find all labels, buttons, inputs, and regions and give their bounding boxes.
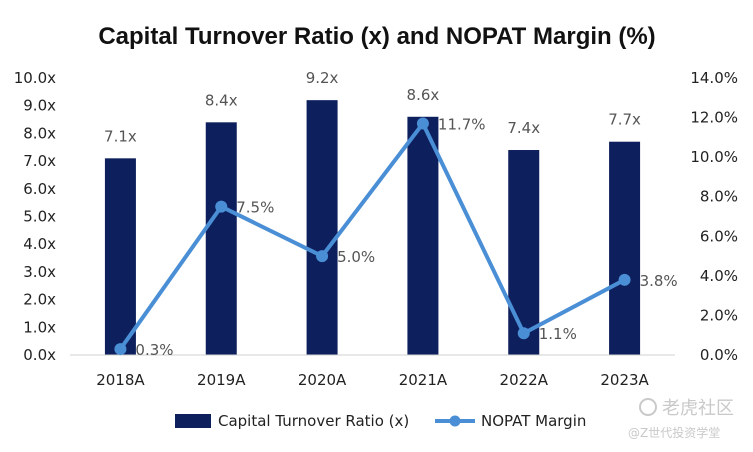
legend-swatch-bar bbox=[175, 414, 211, 428]
line-data-label: 0.3% bbox=[135, 341, 173, 359]
x-axis-tick-label: 2018A bbox=[96, 371, 145, 389]
line-data-label: 5.0% bbox=[337, 248, 375, 266]
bar-data-label: 7.7x bbox=[608, 111, 641, 129]
x-axis-tick-label: 2021A bbox=[399, 371, 448, 389]
chart-title: Capital Turnover Ratio (x) and NOPAT Mar… bbox=[98, 23, 655, 50]
bar bbox=[104, 158, 136, 355]
right-axis-tick-label: 12.0% bbox=[690, 109, 738, 127]
left-axis-tick-label: 2.0x bbox=[23, 291, 56, 309]
left-axis-tick-label: 8.0x bbox=[23, 124, 56, 142]
x-axis-tick-label: 2019A bbox=[197, 371, 246, 389]
bar-data-label: 8.4x bbox=[205, 91, 238, 109]
x-axis-tick-label: 2022A bbox=[500, 371, 549, 389]
legend-label-bar: Capital Turnover Ratio (x) bbox=[218, 412, 409, 430]
line-point bbox=[215, 200, 228, 213]
watermark-brand: 老虎社区 bbox=[662, 398, 734, 419]
left-axis-tick-label: 4.0x bbox=[23, 235, 56, 253]
right-axis-tick-label: 4.0% bbox=[700, 267, 738, 285]
line-data-label: 3.8% bbox=[640, 272, 678, 290]
line-series: 0.3% 7.5% 5.0% 11.7% 1.1% 3.8% bbox=[114, 116, 678, 359]
line-point bbox=[618, 273, 631, 286]
line-data-label: 1.1% bbox=[539, 325, 577, 343]
line-point bbox=[517, 327, 530, 340]
left-axis-tick-label: 10.0x bbox=[14, 69, 56, 87]
left-axis-tick-label: 0.0x bbox=[23, 346, 56, 364]
right-axis-tick-label: 14.0% bbox=[690, 69, 738, 87]
left-axis-tick-label: 7.0x bbox=[23, 152, 56, 170]
x-axis-tick-label: 2020A bbox=[298, 371, 347, 389]
line-path bbox=[118, 121, 626, 351]
bar bbox=[306, 100, 338, 355]
watermark: 老虎社区 @Z世代投资学堂 bbox=[628, 398, 734, 440]
left-axis-tick-label: 3.0x bbox=[23, 263, 56, 281]
line-data-label: 7.5% bbox=[236, 199, 274, 217]
line-point bbox=[114, 343, 127, 356]
left-axis-tick-label: 6.0x bbox=[23, 180, 56, 198]
legend: Capital Turnover Ratio (x) NOPAT Margin bbox=[175, 412, 586, 430]
left-axis: 0.0x 1.0x 2.0x 3.0x 4.0x 5.0x 6.0x 7.0x 8.0x 9.0x… bbox=[14, 69, 56, 364]
bar-data-label: 7.4x bbox=[507, 119, 540, 137]
x-axis: 2018A 2019A 2020A 2021A 2022A 2023A bbox=[96, 371, 649, 389]
bar bbox=[508, 150, 540, 355]
left-axis-tick-label: 5.0x bbox=[23, 208, 56, 226]
legend-label-line: NOPAT Margin bbox=[481, 412, 586, 430]
bar-data-label: 7.1x bbox=[104, 127, 137, 145]
line-point bbox=[316, 250, 329, 263]
bar-data-label: 9.2x bbox=[306, 69, 339, 87]
bar-series: 7.1x 8.4x 9.2x 8.6x 7.4x 7.7x bbox=[104, 69, 641, 355]
bar bbox=[407, 116, 439, 355]
right-axis-tick-label: 2.0% bbox=[700, 306, 738, 324]
right-axis-tick-label: 10.0% bbox=[690, 148, 738, 166]
right-axis-tick-label: 8.0% bbox=[700, 188, 738, 206]
bar bbox=[609, 141, 641, 355]
bar-data-label: 8.6x bbox=[407, 86, 440, 104]
left-axis-tick-label: 1.0x bbox=[23, 318, 56, 336]
legend-swatch-marker bbox=[449, 415, 461, 427]
x-axis-tick-label: 2023A bbox=[600, 371, 649, 389]
line-point bbox=[416, 117, 429, 130]
right-axis-tick-label: 0.0% bbox=[700, 346, 738, 364]
right-axis-tick-label: 6.0% bbox=[700, 227, 738, 245]
watermark-handle: @Z世代投资学堂 bbox=[628, 425, 720, 440]
left-axis-tick-label: 9.0x bbox=[23, 97, 56, 115]
bar bbox=[205, 122, 237, 355]
right-axis: 0.0% 2.0% 4.0% 6.0% 8.0% 10.0% 12.0% 14.0% bbox=[690, 69, 738, 364]
line-data-label: 11.7% bbox=[438, 116, 486, 134]
watermark-logo-icon bbox=[639, 398, 657, 416]
